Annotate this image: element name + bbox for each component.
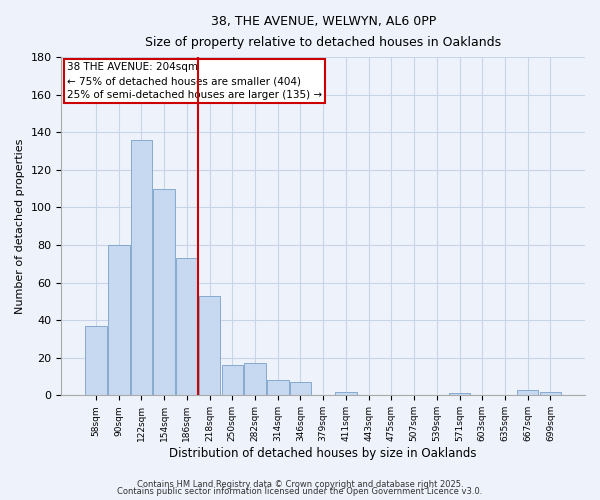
- Bar: [244, 364, 266, 396]
- Bar: [85, 326, 107, 396]
- Bar: [290, 382, 311, 396]
- Bar: [131, 140, 152, 396]
- Bar: [221, 366, 243, 396]
- X-axis label: Distribution of detached houses by size in Oaklands: Distribution of detached houses by size …: [169, 447, 477, 460]
- Bar: [108, 245, 130, 396]
- Bar: [267, 380, 289, 396]
- Y-axis label: Number of detached properties: Number of detached properties: [15, 138, 25, 314]
- Bar: [176, 258, 197, 396]
- Text: Contains public sector information licensed under the Open Government Licence v3: Contains public sector information licen…: [118, 487, 482, 496]
- Bar: [449, 394, 470, 396]
- Text: Contains HM Land Registry data © Crown copyright and database right 2025.: Contains HM Land Registry data © Crown c…: [137, 480, 463, 489]
- Bar: [517, 390, 538, 396]
- Title: 38, THE AVENUE, WELWYN, AL6 0PP
Size of property relative to detached houses in : 38, THE AVENUE, WELWYN, AL6 0PP Size of …: [145, 15, 501, 49]
- Bar: [335, 392, 357, 396]
- Text: 38 THE AVENUE: 204sqm
← 75% of detached houses are smaller (404)
25% of semi-det: 38 THE AVENUE: 204sqm ← 75% of detached …: [67, 62, 322, 100]
- Bar: [539, 392, 561, 396]
- Bar: [154, 188, 175, 396]
- Bar: [199, 296, 220, 396]
